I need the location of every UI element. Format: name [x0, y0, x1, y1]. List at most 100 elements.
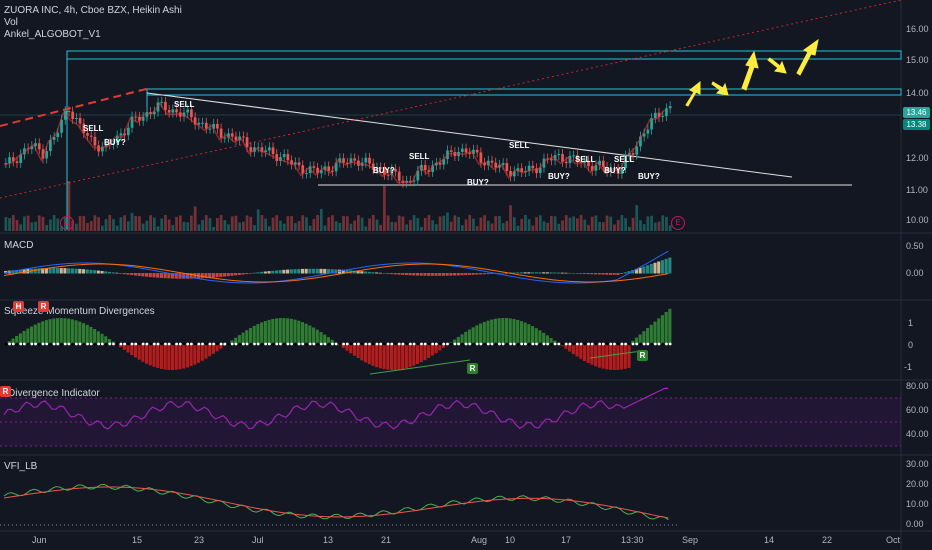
candle-body: [323, 166, 327, 171]
volume-bar: [379, 224, 383, 231]
macd-histogram-bar: [211, 273, 215, 278]
macd-histogram-bar: [490, 273, 494, 274]
macd-histogram-bar: [401, 273, 405, 275]
macd-histogram-bar: [627, 271, 631, 274]
volume-bar: [579, 215, 583, 231]
macd-histogram-bar: [145, 273, 149, 277]
squeeze-bar: [668, 308, 672, 344]
squeeze-dot: [290, 342, 294, 346]
squeeze-bar: [304, 323, 308, 344]
candle-body: [375, 167, 379, 170]
candle-body: [52, 137, 56, 140]
earnings-icon[interactable]: E: [60, 216, 74, 230]
candle-body: [661, 116, 665, 118]
squeeze-bar: [208, 344, 212, 357]
candle-body: [646, 129, 650, 134]
squeeze-bar: [315, 329, 319, 344]
h-marker[interactable]: H: [13, 301, 24, 312]
macd-histogram-bar: [171, 273, 175, 279]
macd-histogram-bar: [156, 273, 160, 278]
macd-histogram-bar: [312, 268, 316, 274]
macd-histogram-bar: [542, 272, 546, 274]
squeeze-dot: [204, 342, 208, 346]
candle-body: [564, 161, 568, 164]
macd-histogram-bar: [148, 273, 152, 278]
candle-body: [438, 162, 442, 165]
candle-body: [557, 153, 561, 156]
candle-body: [141, 116, 145, 121]
candle-body: [531, 165, 535, 169]
r-marker[interactable]: R: [38, 301, 49, 312]
date-tick: 17: [561, 535, 572, 545]
earnings-icon[interactable]: E: [671, 216, 685, 230]
div-tick: 40.00: [906, 429, 929, 439]
projection-arrows: [685, 38, 819, 107]
squeeze-dot: [561, 342, 564, 346]
volume-bar: [653, 222, 657, 231]
squeeze-bar: [122, 344, 126, 350]
macd-histogram-bar: [423, 273, 427, 276]
macd-label: MACD: [4, 240, 34, 251]
squeeze-dot: [653, 342, 657, 346]
candle-body: [204, 122, 208, 129]
macd-signal-line: [3, 263, 669, 283]
squeeze-dot: [446, 342, 449, 346]
macd-histogram-bar: [263, 271, 267, 274]
candle-body: [460, 148, 464, 152]
squeeze-dot: [501, 342, 505, 346]
squeeze-bar: [538, 330, 542, 344]
squeeze-dot: [486, 342, 490, 346]
candle-body: [242, 136, 245, 138]
squeeze-dot: [357, 342, 360, 346]
r-marker[interactable]: R: [637, 350, 648, 361]
squeeze-dot: [275, 342, 279, 346]
candle-body: [512, 171, 516, 177]
macd-histogram-bar: [204, 273, 208, 279]
squeeze-dot: [334, 342, 338, 346]
volume-bar: [650, 215, 653, 231]
candle-body: [397, 171, 401, 181]
squeeze-bar: [234, 337, 238, 344]
volume-bar: [401, 216, 405, 231]
squeeze-dot: [483, 342, 486, 346]
squeeze-dot: [568, 342, 572, 346]
macd-histogram-bar: [475, 273, 479, 275]
squeeze-bar: [78, 321, 82, 344]
candle-body: [227, 133, 230, 138]
squeeze-bar: [55, 318, 60, 344]
r-marker[interactable]: R: [467, 363, 478, 374]
volume-bar: [97, 217, 100, 231]
macd-histogram-bar: [356, 270, 360, 274]
squeeze-bar: [126, 344, 130, 353]
macd-histogram-bar: [427, 273, 431, 276]
macd-histogram-bar: [445, 273, 449, 276]
candle-body: [483, 162, 486, 166]
squeeze-bar: [571, 344, 575, 355]
squeeze-bar: [579, 344, 583, 359]
squeeze-bar: [41, 321, 45, 344]
volume-bar: [590, 216, 594, 231]
squeeze-dot: [52, 342, 56, 346]
r-marker[interactable]: R: [0, 386, 11, 397]
macd-histogram-bar: [33, 268, 37, 274]
macd-histogram-bar: [278, 270, 282, 274]
squeeze-dot: [490, 342, 494, 346]
volume-bar: [126, 221, 130, 231]
macd-histogram-bar: [67, 268, 71, 274]
macd-histogram-bar: [471, 273, 475, 275]
candle-body: [550, 158, 553, 161]
macd-histogram-bar: [430, 273, 434, 276]
volume-bar: [416, 218, 420, 231]
macd-histogram-bar: [375, 272, 379, 274]
macd-histogram-bar: [460, 273, 464, 276]
candle-body: [639, 136, 642, 147]
volume-bar: [216, 218, 219, 231]
squeeze-dot: [509, 342, 512, 346]
squeeze-bar: [586, 344, 590, 363]
squeeze-bar: [256, 324, 260, 344]
date-tick: 10: [505, 535, 516, 545]
macd-histogram-bar: [523, 272, 527, 274]
indicator-lines: [3, 102, 672, 521]
squeeze-dot: [431, 342, 435, 346]
